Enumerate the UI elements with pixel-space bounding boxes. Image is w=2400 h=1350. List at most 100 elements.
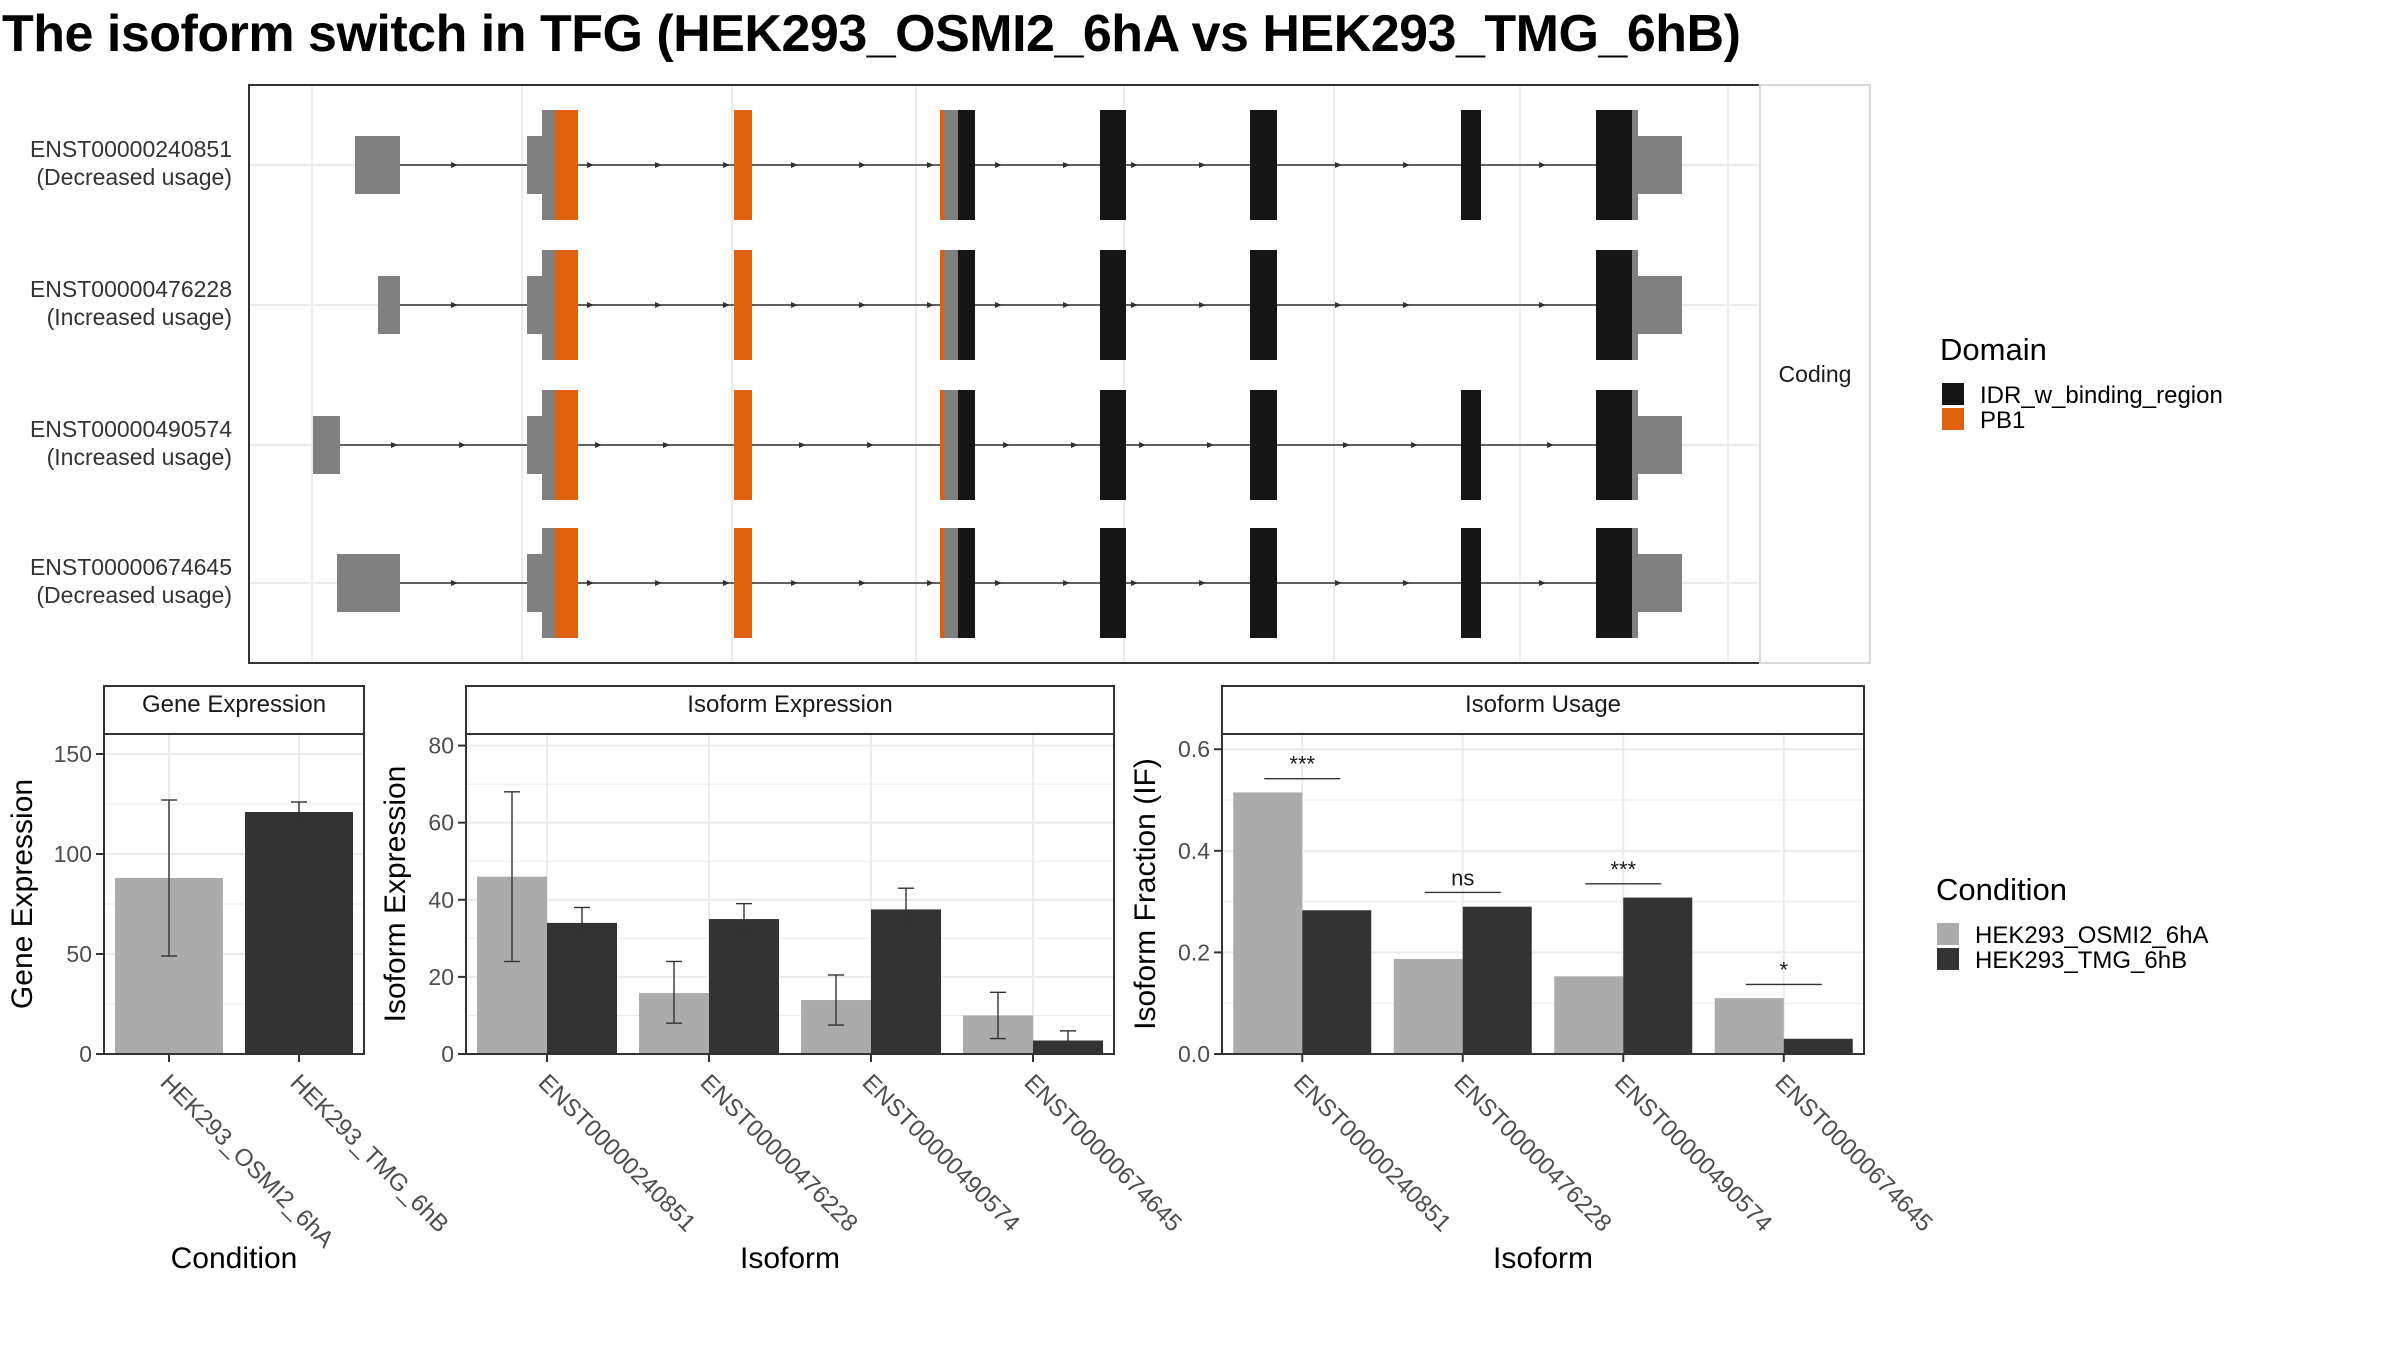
intron-arrow [927, 302, 934, 308]
idr-domain-exon [958, 528, 975, 638]
isoform-usage-label: (Decreased usage) [36, 164, 232, 190]
isoform-row-label: ENST00000240851 [30, 136, 232, 162]
domain-legend-title: Domain [1940, 332, 2047, 367]
intron-arrow [1071, 442, 1078, 448]
domain-legend-label: PB1 [1980, 407, 2025, 434]
intron-arrow [723, 302, 730, 308]
utr-exon [1638, 416, 1682, 474]
panel-border [103, 733, 365, 1055]
pb1-domain-exon [940, 528, 944, 638]
significance-label: * [1779, 957, 1788, 982]
y-tick-label: 60 [428, 810, 454, 836]
intron-arrow [995, 162, 1002, 168]
utr-exon [542, 250, 555, 360]
isoform-usage-label: (Increased usage) [47, 444, 232, 470]
intron-arrow [1063, 302, 1070, 308]
intron-arrow [859, 162, 866, 168]
x-axis-title: Isoform [740, 1242, 840, 1275]
figure-title: The isoform switch in TFG (HEK293_OSMI2_… [2, 5, 1741, 63]
utr-exon [527, 554, 542, 612]
intron-arrow [1063, 162, 1070, 168]
utr-exon [337, 554, 400, 612]
isoform-usage-label: (Increased usage) [47, 304, 232, 330]
intron-arrow [1403, 162, 1410, 168]
pb1-domain-exon [555, 110, 578, 220]
domain-legend-key [1942, 408, 1964, 430]
intron-arrow [1335, 302, 1342, 308]
pb1-domain-exon [734, 110, 752, 220]
idr-domain-exon [1100, 390, 1126, 500]
idr-domain-exon [1461, 528, 1481, 638]
isoform-row-label: ENST00000476228 [30, 276, 232, 302]
x-tick-label: ENST00000240851 [1288, 1069, 1456, 1237]
intron-arrow [1403, 302, 1410, 308]
intron-arrow [927, 162, 934, 168]
intron-arrow [995, 580, 1002, 586]
utr-exon [1638, 276, 1682, 334]
y-tick-label: 0.0 [1178, 1041, 1210, 1067]
utr-exon [1638, 136, 1682, 194]
intron-arrow [1199, 580, 1206, 586]
x-tick-label: ENST00000476228 [695, 1069, 863, 1237]
y-tick-label: 50 [66, 941, 92, 967]
x-tick-label: ENST00000490574 [1609, 1069, 1777, 1237]
intron-arrow [1003, 442, 1010, 448]
idr-domain-exon [1100, 250, 1126, 360]
intron-arrow [995, 302, 1002, 308]
idr-domain-exon [1100, 110, 1126, 220]
intron-arrow [1335, 580, 1342, 586]
x-tick-label: ENST00000674645 [1019, 1069, 1187, 1237]
intron-arrow [587, 580, 594, 586]
intron-arrow [1199, 302, 1206, 308]
intron-arrow [723, 162, 730, 168]
idr-domain-exon [1596, 250, 1632, 360]
bar [1623, 897, 1693, 1054]
x-tick-label: ENST00000490574 [857, 1069, 1025, 1237]
pb1-domain-exon [734, 250, 752, 360]
intron-arrow [791, 302, 798, 308]
structure-strip [1759, 84, 1871, 664]
condition-legend-title: Condition [1936, 872, 2067, 907]
bar [871, 909, 941, 1054]
y-axis-title: Gene Expression [6, 779, 39, 1009]
condition-legend-label: HEK293_OSMI2_6hA [1975, 922, 2208, 949]
intron-arrow [791, 580, 798, 586]
intron-arrow [1131, 162, 1138, 168]
panel-strip [465, 685, 1115, 735]
pb1-domain-exon [734, 528, 752, 638]
x-axis-title: Condition [171, 1242, 298, 1275]
idr-domain-exon [1250, 110, 1277, 220]
condition-legend-label: HEK293_TMG_6hB [1975, 947, 2187, 974]
x-axis-title: Isoform [1493, 1242, 1593, 1275]
utr-exon [527, 416, 542, 474]
y-tick-label: 150 [54, 741, 92, 767]
y-tick-label: 20 [428, 964, 454, 990]
panel-strip-title: Isoform Expression [687, 691, 892, 718]
utr-exon [527, 276, 542, 334]
significance-label: *** [1289, 752, 1315, 777]
utr-exon [944, 528, 958, 638]
bar [547, 922, 617, 1054]
idr-domain-exon [1596, 390, 1632, 500]
y-tick-label: 0.6 [1178, 736, 1210, 762]
intron-arrow [1139, 442, 1146, 448]
y-tick-label: 40 [428, 887, 454, 913]
idr-domain-exon [1100, 528, 1126, 638]
intron-arrow [451, 302, 458, 308]
x-tick-label: ENST00000476228 [1449, 1069, 1617, 1237]
utr-exon [944, 390, 958, 500]
idr-domain-exon [1596, 110, 1632, 220]
y-tick-label: 100 [54, 841, 92, 867]
idr-domain-exon [1250, 528, 1277, 638]
intron-arrow [791, 162, 798, 168]
utr-exon [378, 276, 400, 334]
y-tick-label: 0 [79, 1041, 92, 1067]
intron-arrow [1131, 580, 1138, 586]
isoform-row-label: ENST00000674645 [30, 554, 232, 580]
x-tick-label: ENST00000240851 [533, 1069, 701, 1237]
intron-arrow [1539, 580, 1546, 586]
intron-arrow [1335, 162, 1342, 168]
bar [1233, 792, 1303, 1054]
intron-arrow [1343, 442, 1350, 448]
panel-border [1221, 733, 1865, 1055]
